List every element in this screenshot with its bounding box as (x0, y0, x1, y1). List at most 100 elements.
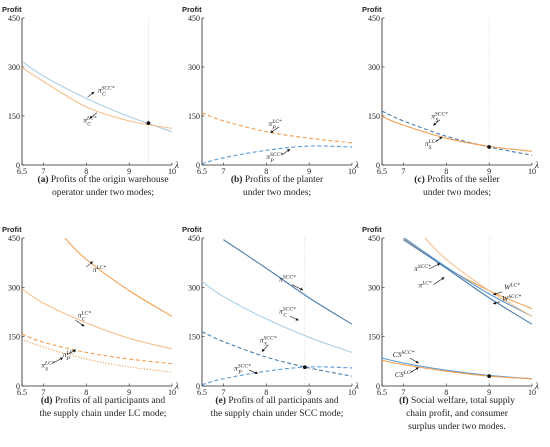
panel-caption: surplus under two modes. (408, 422, 506, 432)
series-line-pi_S_SCC (382, 110, 532, 156)
annotation-arrow (249, 369, 259, 375)
annotation-arrow (409, 367, 419, 374)
x-tick-label: 8 (444, 388, 448, 397)
series-annotation: πLC* S (425, 139, 438, 151)
series-group (382, 238, 532, 380)
series-annotation: πSCC* (414, 264, 431, 273)
annotation-arrow (75, 319, 85, 327)
y-axis-title: Profit (362, 225, 382, 234)
y-tick-label: 150 (8, 112, 20, 121)
annotation-arrow (261, 344, 269, 352)
x-tick-label: 7 (41, 167, 45, 176)
series-annotation: πLC* C (78, 311, 91, 323)
x-tick-label: 6.5 (17, 167, 27, 176)
panel-caption: (e) Profits of all participants and (215, 395, 338, 406)
y-tick-label: 0 (16, 161, 20, 170)
annotation-arrow (270, 126, 280, 133)
x-axis-title: λ (174, 381, 179, 391)
series-annotation: πSCC* C (279, 307, 296, 319)
x-axis-title: λ (354, 160, 359, 170)
x-tick-label: 10 (528, 167, 536, 176)
y-axis-title: Profit (182, 225, 202, 234)
equilibrium-point (302, 365, 307, 370)
panel-caption: under two modes; (243, 188, 311, 198)
series-line-pi_P_SCC (202, 145, 352, 165)
series-line-pi_C_LC (22, 67, 172, 129)
series-annotation: πLC* P (63, 350, 76, 362)
series-line-pi_LC (64, 238, 172, 317)
series-annotation: πLC* C (83, 116, 96, 128)
annotation-arrow (409, 357, 419, 364)
y-tick-label: 300 (368, 283, 380, 292)
series-line-pi_SCC (223, 239, 352, 325)
panel-caption: the supply chain under LC mode; (40, 409, 167, 419)
equilibrium-point (487, 374, 492, 379)
series-group (382, 110, 532, 156)
series-line-pi_S_SCC_e (202, 331, 352, 377)
series-line-pi_P_LC (202, 112, 352, 144)
panel-caption: (c) Profits of the seller (414, 174, 500, 185)
series-annotation: πSCC* S (431, 111, 448, 123)
y-axis-title: Profit (2, 225, 22, 234)
x-tick-label: 8 (84, 388, 88, 397)
annotation-arrow (429, 263, 441, 270)
series-line-pi_SCC_f (403, 239, 532, 325)
x-tick-label: 6.5 (377, 388, 387, 397)
series-line-pi_P_SCC_e (202, 366, 352, 386)
x-tick-label: 10 (168, 167, 176, 176)
series-line-pi_C_LC_d (22, 288, 172, 350)
x-tick-label: 9 (307, 388, 311, 397)
x-tick-label: 6.5 (197, 167, 207, 176)
y-tick-label: 300 (368, 63, 380, 72)
panel-caption: (b) Profits of the planter (231, 174, 324, 185)
annotation-arrow (289, 316, 299, 321)
annotation-arrow (51, 357, 64, 364)
y-tick-label: 150 (8, 333, 20, 342)
equilibrium-point (487, 145, 492, 149)
x-tick-label: 7 (401, 388, 405, 397)
x-axis-title: λ (174, 160, 179, 170)
x-tick-label: 10 (348, 167, 356, 176)
x-axis-title: λ (354, 381, 359, 391)
y-tick-label: 150 (188, 112, 200, 121)
x-tick-label: 6.5 (197, 388, 207, 397)
annotation-arrow (86, 261, 94, 268)
series-annotation: WLC* (504, 283, 520, 292)
x-tick-label: 9 (487, 388, 491, 397)
series-line-W_SCC (403, 238, 532, 317)
panel-caption: under two modes; (423, 188, 491, 198)
series-annotation: πLC* (93, 265, 106, 274)
series-annotation: CSLC* (395, 370, 413, 379)
annotation-arrow (433, 277, 445, 285)
annotation-arrow (89, 112, 98, 119)
annotation-arrow (87, 91, 95, 98)
annotation-arrow (492, 301, 500, 305)
x-tick-label: 6.5 (377, 167, 387, 176)
y-axis-title: Profit (2, 5, 22, 14)
y-tick-label: 300 (8, 283, 20, 292)
y-tick-label: 450 (188, 14, 200, 23)
x-tick-label: 8 (444, 167, 448, 176)
series-line-pi_S_LC (382, 116, 532, 152)
annotation-arrow (66, 349, 77, 356)
x-tick-label: 7 (221, 167, 225, 176)
series-group (22, 60, 172, 133)
x-tick-label: 7 (401, 167, 405, 176)
series-annotation: πSCC* P (266, 152, 283, 164)
y-tick-label: 150 (368, 333, 380, 342)
series-annotation: πLC* P (268, 119, 281, 131)
x-tick-label: 10 (168, 388, 176, 397)
annotation-arrow (291, 284, 304, 291)
panel-caption: (f) Social welfare, total supply (399, 395, 515, 406)
series-line-CS_LC (382, 359, 532, 380)
x-tick-label: 9 (127, 388, 131, 397)
series-line-pi_C_SCC_e (202, 280, 352, 353)
y-tick-label: 450 (8, 234, 20, 243)
x-tick-label: 7 (221, 388, 225, 397)
x-tick-label: 9 (487, 167, 491, 176)
